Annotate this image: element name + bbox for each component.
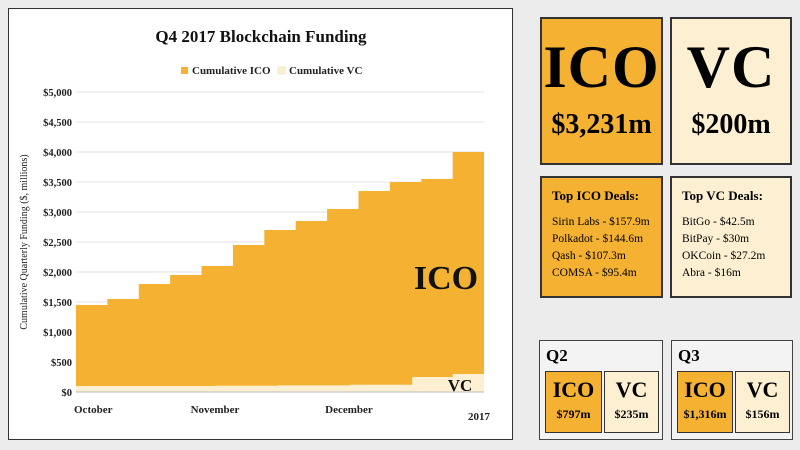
y-tick-label: $1,500	[43, 298, 72, 309]
q2-label: Q2	[546, 346, 568, 365]
vc-deal-item: OKCoin - $27.2m	[682, 250, 766, 262]
q2-vc-box: VC $235m	[604, 371, 659, 433]
q2-ico-amount: $797m	[556, 407, 591, 421]
q2-ico-box: ICO $797m	[545, 371, 602, 433]
q3-panel: Q3 ICO $1,316m VC $156m	[671, 340, 793, 440]
y-tick-label: $0	[62, 388, 73, 399]
y-tick-label: $4,000	[43, 148, 72, 159]
q3-label: Q3	[678, 346, 700, 365]
vc-summary-amount: $200m	[691, 109, 771, 140]
legend-vc-swatch	[277, 66, 286, 75]
vc-area-label: VC	[448, 376, 473, 395]
vc-deal-item: Abra - $16m	[682, 267, 741, 279]
top-ico-deals-title: Top ICO Deals:	[552, 188, 639, 203]
ico-summary-box: ICO $3,231m	[540, 17, 663, 165]
ico-summary-title: ICO	[543, 34, 660, 100]
y-tick-label: $3,500	[43, 178, 72, 189]
q2-ico-title: ICO	[552, 377, 595, 402]
x-tick-label: October	[74, 404, 113, 416]
vc-deal-item: BitGo - $42.5m	[682, 216, 755, 228]
legend-vc-label: Cumulative VC	[289, 65, 362, 77]
y-tick-label: $5,000	[43, 88, 72, 99]
funding-area-chart: Q4 2017 Blockchain Funding Cumulative ICO…	[19, 27, 491, 423]
x-tick-label: 2017	[468, 411, 491, 423]
y-tick-label: $500	[51, 358, 72, 369]
y-axis-label: Cumulative Quarterly Funding ($, million…	[19, 154, 30, 329]
y-tick-label: $2,000	[43, 268, 72, 279]
q3-ico-title: ICO	[684, 377, 726, 402]
legend-ico-swatch	[181, 67, 188, 74]
legend-ico-label: Cumulative ICO	[192, 65, 271, 77]
y-tick-label: $3,000	[43, 208, 72, 219]
top-vc-deals-title: Top VC Deals:	[682, 188, 763, 203]
q2-panel: Q2 ICO $797m VC $235m	[539, 340, 663, 440]
q3-vc-box: VC $156m	[735, 371, 790, 433]
ico-summary-amount: $3,231m	[551, 109, 652, 140]
y-tick-label: $4,500	[43, 118, 72, 129]
ico-area-label: ICO	[414, 260, 478, 297]
q3-vc-title: VC	[746, 377, 779, 402]
q2-vc-amount: $235m	[614, 407, 649, 421]
vc-summary-box: VC $200m	[670, 17, 792, 165]
vc-area	[76, 373, 484, 392]
top-ico-deals-box: Top ICO Deals: Sirin Labs - $157.9m Polk…	[540, 176, 663, 298]
q3-vc-amount: $156m	[745, 407, 780, 421]
q3-ico-amount: $1,316m	[683, 407, 727, 421]
vc-summary-title: VC	[686, 34, 776, 100]
ico-deal-item: COMSA - $95.4m	[552, 267, 637, 279]
q2-vc-title: VC	[615, 377, 648, 402]
y-tick-label: $1,000	[43, 328, 72, 339]
y-tick-label: $2,500	[43, 238, 72, 249]
ico-deal-item: Qash - $107.3m	[552, 250, 626, 262]
ico-deal-item: Sirin Labs - $157.9m	[552, 216, 650, 228]
x-tick-label: November	[191, 404, 240, 416]
vc-deal-item: BitPay - $30m	[682, 233, 750, 245]
q3-ico-box: ICO $1,316m	[677, 371, 733, 433]
ico-area	[76, 113, 484, 392]
x-tick-label: December	[325, 404, 373, 416]
chart-title: Q4 2017 Blockchain Funding	[155, 27, 367, 46]
ico-deal-item: Polkadot - $144.6m	[552, 233, 644, 245]
chart-panel: Q4 2017 Blockchain Funding Cumulative ICO…	[8, 8, 513, 440]
top-vc-deals-box: Top VC Deals: BitGo - $42.5m BitPay - $3…	[670, 176, 792, 298]
